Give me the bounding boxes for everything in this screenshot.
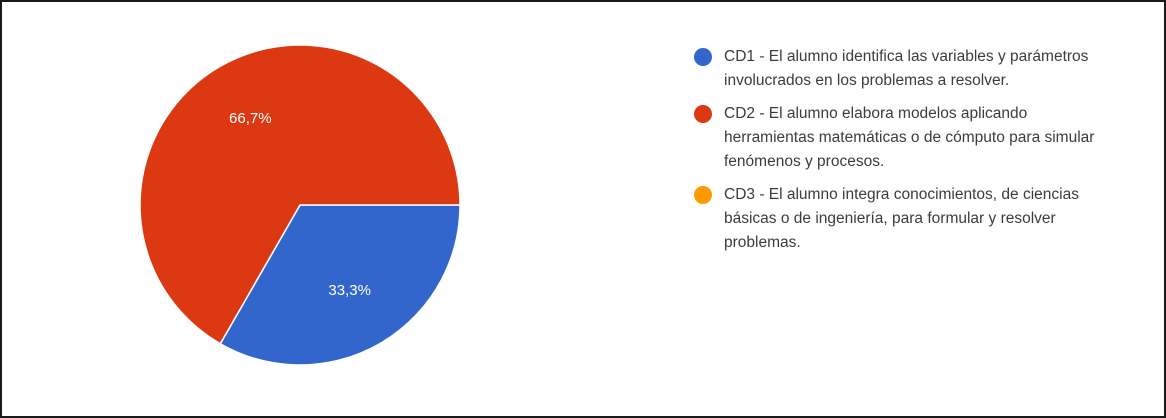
legend-item-cd3[interactable]: CD3 - El alumno integra conocimientos, d… <box>694 183 1114 255</box>
pie-slice-1[interactable] <box>219 204 461 366</box>
legend-label-cd1: CD1 - El alumno identifica las variables… <box>724 48 1089 89</box>
pie-slice-label-1: 33,3% <box>328 282 371 299</box>
legend-label-cd2: CD2 - El alumno elabora modelos aplicand… <box>724 105 1095 170</box>
legend-swatch-cd1 <box>694 48 712 66</box>
legend-item-cd2[interactable]: CD2 - El alumno elabora modelos aplicand… <box>694 102 1114 174</box>
legend-item-cd1[interactable]: CD1 - El alumno identifica las variables… <box>694 45 1114 93</box>
legend-swatch-cd2 <box>694 105 712 123</box>
legend-label-cd3: CD3 - El alumno integra conocimientos, d… <box>724 186 1079 251</box>
pie-slices <box>139 44 461 366</box>
pie-slice-2[interactable] <box>139 44 461 345</box>
pie-slice-label-2: 66,7% <box>229 110 272 127</box>
legend: CD1 - El alumno identifica las variables… <box>694 45 1114 264</box>
legend-swatch-cd3 <box>694 186 712 204</box>
pie-slice-labels: 33,3% 66,7% <box>229 110 371 299</box>
